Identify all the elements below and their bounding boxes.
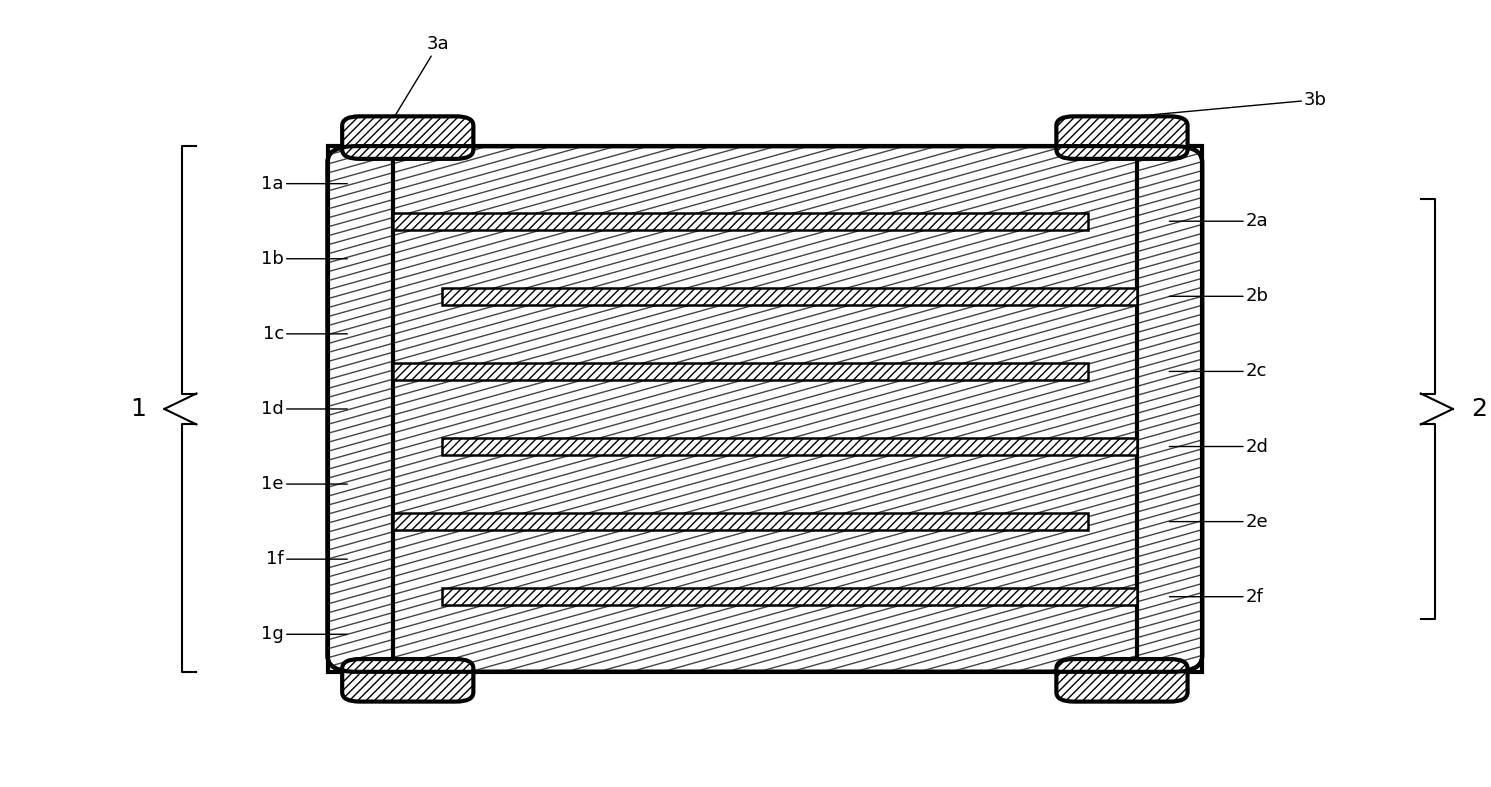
Text: 1e: 1e (261, 475, 347, 493)
Text: 2f: 2f (1169, 588, 1263, 606)
Text: 1g: 1g (261, 625, 347, 643)
Text: 1a: 1a (261, 175, 347, 193)
Bar (1136, 146, 1202, 672)
Text: 2e: 2e (1169, 512, 1269, 530)
Text: 2d: 2d (1169, 438, 1269, 456)
Bar (328, 146, 394, 672)
Text: 1f: 1f (267, 550, 347, 568)
Text: 2a: 2a (1169, 212, 1269, 231)
Text: 2: 2 (1472, 397, 1487, 421)
Bar (441, 588, 1136, 605)
Text: 1c: 1c (262, 325, 347, 343)
FancyBboxPatch shape (328, 146, 1202, 672)
FancyBboxPatch shape (1057, 116, 1187, 159)
Bar (441, 288, 1136, 305)
Text: 1: 1 (130, 397, 146, 421)
Text: 2c: 2c (1169, 362, 1267, 380)
FancyBboxPatch shape (341, 116, 473, 159)
Bar (394, 212, 1088, 230)
Bar (441, 438, 1136, 455)
Text: 3a: 3a (395, 35, 450, 116)
Bar (394, 363, 1088, 380)
Text: 2b: 2b (1169, 287, 1269, 305)
Bar (394, 513, 1088, 530)
FancyBboxPatch shape (341, 659, 473, 701)
Text: 1d: 1d (261, 400, 347, 418)
Text: 3b: 3b (1135, 91, 1327, 116)
FancyBboxPatch shape (1057, 659, 1187, 701)
Text: 1b: 1b (261, 249, 347, 268)
